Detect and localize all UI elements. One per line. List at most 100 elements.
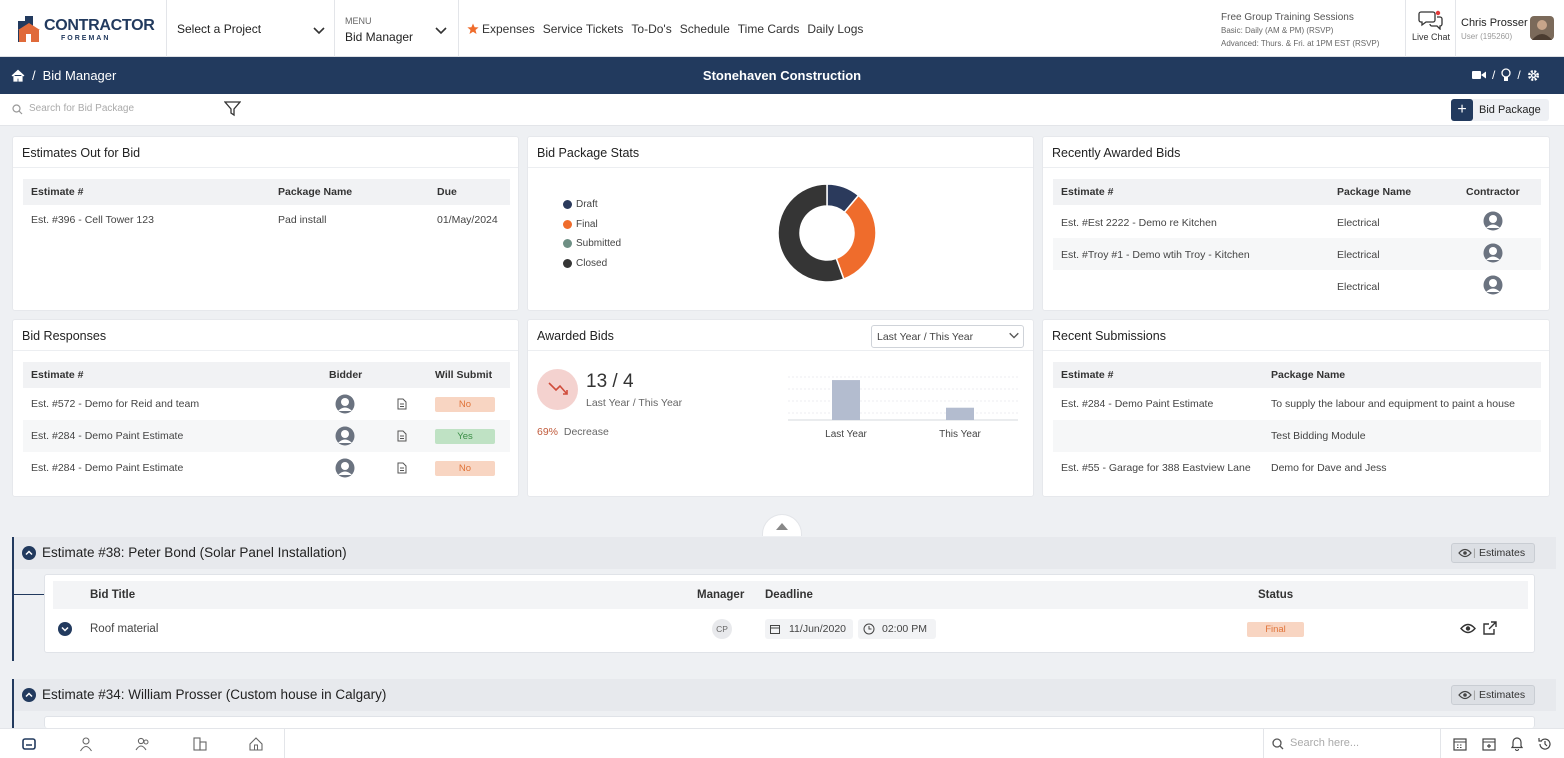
legend-closed[interactable]: Closed (563, 254, 621, 274)
open-external-icon[interactable] (1483, 621, 1497, 635)
people-icon[interactable] (135, 736, 151, 752)
estimate-link[interactable]: Est. #284 - Demo Paint Estimate (31, 462, 184, 474)
bid-title[interactable]: Roof material (90, 623, 159, 635)
contractor-avatar-icon[interactable] (1483, 275, 1503, 295)
bidder-avatar-icon[interactable] (335, 458, 355, 478)
calendar-icon[interactable] (1452, 736, 1468, 752)
estimate-group-title: Estimate #34: William Prosser (Custom ho… (42, 687, 387, 702)
estimate-link[interactable]: Est. #Est 2222 - Demo re Kitchen (1061, 217, 1217, 229)
dashboard-icon[interactable] (21, 736, 37, 752)
user-avatar[interactable] (1530, 16, 1554, 40)
change-summary: 69% Decrease (537, 426, 609, 438)
divider (166, 0, 167, 57)
nav-expenses[interactable]: Expenses (482, 22, 535, 36)
estimate-link[interactable]: Est. #396 - Cell Tower 123 (31, 214, 154, 226)
manager-initials-avatar[interactable]: CP (712, 619, 732, 639)
home-icon[interactable] (11, 69, 25, 82)
bid-package-search-input[interactable]: Search for Bid Package (29, 103, 135, 114)
search-icon (12, 104, 23, 115)
bid-package-stats-card: Bid Package Stats Draft Final Submitted … (527, 136, 1034, 311)
person-icon[interactable] (78, 736, 94, 752)
user-menu[interactable]: Chris Prosser User (195260) (1461, 17, 1528, 43)
global-search[interactable]: Search here... (1263, 729, 1441, 758)
top-navigation-bar: CONTRACTOR FOREMAN Select a Project MENU… (0, 0, 1564, 57)
calendar-add-icon[interactable] (1481, 736, 1497, 752)
history-icon[interactable] (1537, 736, 1553, 752)
global-search-input[interactable]: Search here... (1290, 737, 1360, 749)
estimate-link[interactable]: Est. #284 - Demo Paint Estimate (31, 430, 184, 442)
training-advanced[interactable]: Advanced: Thurs. & Fri. at 1PM EST (RSVP… (1221, 39, 1380, 48)
project-select[interactable]: Select a Project (177, 22, 262, 36)
expand-row-button[interactable] (58, 622, 72, 636)
video-camera-icon[interactable] (1472, 70, 1486, 80)
estimate-link[interactable]: Est. #572 - Demo for Reid and team (31, 398, 200, 410)
search-icon (1272, 738, 1284, 750)
menu-select[interactable]: Bid Manager (345, 30, 414, 44)
chevron-down-icon[interactable] (434, 23, 448, 37)
bar-last-year[interactable] (832, 380, 860, 420)
gear-icon[interactable] (1527, 69, 1540, 82)
period-select[interactable]: Last Year / This Year (871, 325, 1024, 348)
buildings-icon[interactable] (192, 736, 208, 752)
stats-donut-chart[interactable] (777, 183, 877, 283)
estimates-out-card: Estimates Out for Bid Estimate # Package… (12, 136, 519, 311)
column-bidder: Bidder (329, 369, 363, 381)
bidder-avatar-icon[interactable] (335, 426, 355, 446)
filter-icon[interactable] (224, 101, 241, 117)
view-estimates-button[interactable]: | Estimates (1451, 685, 1535, 705)
separator: | (1473, 689, 1476, 701)
recently-awarded-card: Recently Awarded Bids Estimate # Package… (1042, 136, 1550, 311)
divider (528, 167, 1033, 168)
donut-slice-closed[interactable] (777, 183, 845, 283)
contractor-foreman-logo[interactable]: CONTRACTOR FOREMAN (16, 13, 156, 45)
view-estimates-button[interactable]: | Estimates (1451, 543, 1535, 563)
bar-this-year[interactable] (946, 407, 974, 420)
eye-icon[interactable] (1460, 623, 1476, 634)
legend-submitted[interactable]: Submitted (563, 234, 621, 254)
nav-service-tickets[interactable]: Service Tickets (542, 22, 624, 36)
lightbulb-icon[interactable] (1501, 68, 1511, 82)
document-icon[interactable] (397, 462, 407, 474)
estimate-link[interactable]: Est. #Troy #1 - Demo wtih Troy - Kitchen (1061, 249, 1250, 261)
estimate-link[interactable]: Est. #55 - Garage for 388 Eastview Lane (1061, 462, 1251, 474)
estimate-link[interactable]: Est. #284 - Demo Paint Estimate (1061, 398, 1214, 410)
legend-draft[interactable]: Draft (563, 195, 621, 215)
live-chat-button[interactable]: Live Chat (1408, 10, 1454, 42)
chevron-down-icon (61, 626, 69, 632)
contractor-avatar-icon[interactable] (1483, 211, 1503, 231)
collapse-dashboard-toggle[interactable] (762, 514, 802, 536)
training-info[interactable]: Free Group Training Sessions Basic: Dail… (1221, 11, 1379, 50)
document-icon[interactable] (397, 398, 407, 410)
legend-final[interactable]: Final (563, 215, 621, 235)
due-date: 01/May/2024 (437, 214, 498, 226)
training-basic[interactable]: Basic: Daily (AM & PM) (RSVP) (1221, 26, 1334, 35)
bid-responses-card: Bid Responses Estimate # Bidder Will Sub… (12, 319, 519, 497)
nav-time-cards[interactable]: Time Cards (737, 22, 800, 36)
estimate-group-header[interactable]: Estimate #38: Peter Bond (Solar Panel In… (14, 537, 1556, 569)
nav-daily-logs[interactable]: Daily Logs (807, 22, 864, 36)
package-name: Electrical (1337, 217, 1380, 229)
bottom-toolbar: Search here... (0, 728, 1564, 758)
column-package: Package Name (278, 186, 353, 198)
bell-icon[interactable] (1509, 735, 1525, 751)
card-title: Awarded Bids (537, 329, 614, 343)
nav-schedule[interactable]: Schedule (679, 22, 730, 36)
will-submit-badge: Yes (435, 429, 495, 444)
chevron-up-icon (25, 692, 33, 698)
collapse-group-button[interactable] (22, 688, 36, 702)
divider (13, 350, 518, 351)
home-outline-icon[interactable] (248, 736, 264, 752)
collapse-group-button[interactable] (22, 546, 36, 560)
stats-legend: Draft Final Submitted Closed (563, 195, 621, 273)
add-bid-package-button[interactable]: + Bid Package (1451, 99, 1549, 121)
contractor-avatar-icon[interactable] (1483, 243, 1503, 263)
estimate-group-title: Estimate #38: Peter Bond (Solar Panel In… (42, 545, 347, 560)
document-icon[interactable] (397, 430, 407, 442)
legend-dot (563, 219, 572, 229)
row-stripe (23, 420, 510, 452)
estimate-group-header[interactable]: Estimate #34: William Prosser (Custom ho… (14, 679, 1556, 711)
bidder-avatar-icon[interactable] (335, 394, 355, 414)
nav-todos[interactable]: To-Do's (631, 22, 672, 36)
live-chat-label: Live Chat (1411, 32, 1451, 42)
chevron-down-icon[interactable] (312, 23, 326, 37)
